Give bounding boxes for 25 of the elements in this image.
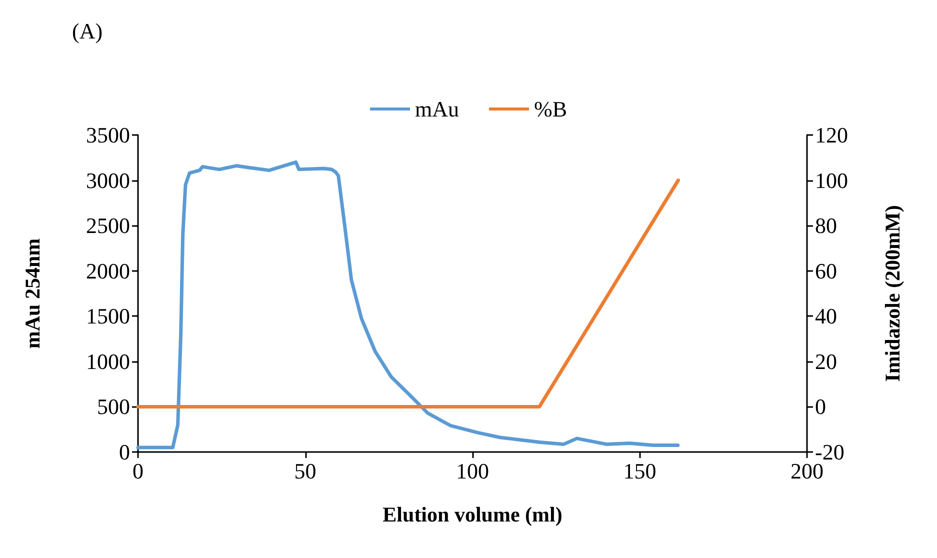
y-tick-label: 2000 [86, 258, 130, 284]
y-tick-label: 2500 [86, 213, 130, 238]
x-axis-title: Elution volume (ml) [382, 502, 562, 526]
y2-tick-label: 20 [815, 348, 837, 374]
y-tick-label: 500 [97, 394, 130, 420]
y2-tick-label: 100 [815, 168, 848, 193]
text: (A) [72, 18, 103, 44]
x-tick-label: 100 [456, 458, 489, 484]
y-tick-label: 0 [119, 440, 130, 464]
y2-tick-label: 120 [815, 122, 848, 148]
y-tick-label: 1500 [86, 304, 130, 329]
legend-label: %B [534, 96, 567, 122]
y-tick-label: 1000 [86, 348, 130, 374]
y2-tick-label: 40 [815, 304, 837, 329]
y2-axis-title: Imidazole (200mM) [880, 205, 904, 382]
y-tick-label: 3000 [86, 168, 130, 193]
y-axis-title: mAu 254nm [20, 238, 44, 349]
y-tick-label: 3500 [86, 122, 130, 148]
legend-label: mAu [415, 96, 459, 122]
x-tick-label: 150 [623, 458, 656, 484]
y2-tick-label: 0 [815, 394, 826, 420]
y2-tick-label: 80 [815, 213, 837, 238]
x-tick-label: 50 [294, 458, 316, 484]
y2-tick-label: 60 [815, 258, 837, 284]
line-series [136, 160, 680, 450]
